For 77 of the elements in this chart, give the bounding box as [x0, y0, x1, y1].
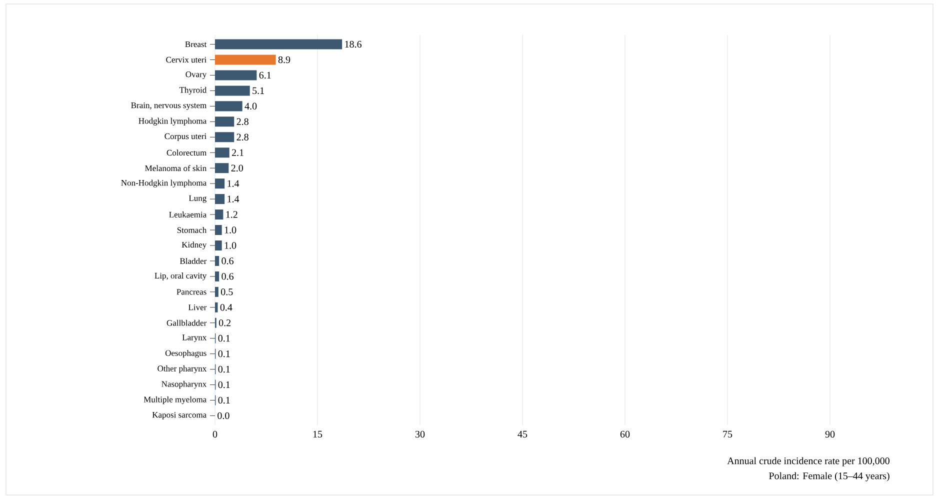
y-tick-label: Ovary: [186, 72, 207, 79]
x-tick-label: 0: [212, 430, 218, 438]
bar: [215, 240, 222, 250]
y-tick-label: Lip, oral cavity: [154, 272, 207, 280]
bar: [215, 54, 276, 65]
y-tick-label: Multiple myeloma: [144, 396, 207, 404]
bar: [215, 39, 342, 50]
x-tick-label: 30: [415, 430, 425, 438]
data-label: 1.2: [226, 211, 238, 218]
data-label: 8.9: [278, 56, 290, 64]
y-tick-label: Nasopharynx: [162, 380, 207, 389]
y-tick-label: Bladder: [180, 258, 207, 264]
data-label: 1.4: [228, 180, 240, 187]
data-label: 18.6: [345, 40, 362, 48]
bar: [215, 148, 230, 158]
bar: [215, 302, 218, 312]
bar: [215, 101, 242, 112]
data-label: 6.1: [259, 72, 271, 79]
data-label: 0.2: [218, 319, 231, 326]
data-label: 1.0: [224, 226, 236, 234]
bar: [215, 163, 229, 174]
bar: [215, 86, 250, 96]
bar: [215, 116, 234, 127]
y-tick-label: Cervix uteri: [166, 56, 206, 63]
data-label: 0.5: [220, 288, 233, 296]
data-label: 2.1: [232, 149, 244, 156]
data-label: 0.1: [218, 381, 230, 388]
data-label: 0.6: [222, 273, 234, 280]
y-tick-label: Kidney: [182, 242, 207, 250]
data-label: 1.0: [224, 242, 236, 249]
y-tick-label: Corpus uteri: [164, 133, 206, 141]
data-label: 0.1: [218, 396, 230, 404]
x-tick-label: 45: [518, 430, 528, 438]
y-tick-label: Colorectum: [166, 150, 207, 156]
y-tick-label: Pancreas: [176, 289, 206, 295]
x-tick-label: 60: [620, 430, 630, 438]
x-tick-label: 75: [723, 430, 732, 438]
y-tick-label: Stomach: [177, 227, 207, 233]
data-label: 5.1: [252, 87, 264, 94]
bar: [215, 271, 220, 282]
data-label: 0.6: [222, 258, 234, 264]
y-tick-label: Other pharynx: [158, 365, 207, 374]
text: Poland: Female (15–44 years): [769, 472, 890, 482]
data-label: 4.0: [244, 102, 257, 110]
bar: [215, 70, 257, 80]
y-tick-label: Oesophagus: [165, 350, 206, 358]
x-tick-label: 90: [825, 430, 835, 438]
y-tick-label: Kaposi sarcoma: [152, 412, 207, 420]
bar: [215, 178, 225, 189]
x-axis-title: Annual crude incidence rate per 100,000: [727, 457, 890, 466]
y-tick-label: Gallbladder: [166, 320, 207, 326]
bar: [215, 224, 222, 235]
data-label: 1.4: [228, 196, 240, 202]
y-tick-label: Thyroid: [179, 86, 207, 95]
y-tick-label: Liver: [188, 304, 207, 310]
data-label: 0.1: [218, 334, 230, 342]
data-label: 0.1: [218, 366, 230, 373]
bar: [215, 132, 234, 142]
y-tick-label: Brain, nervous system: [131, 102, 206, 110]
y-tick-label: Leukaemia: [169, 212, 207, 218]
y-tick-label: Melanoma of skin: [145, 165, 207, 172]
data-label: 2.8: [236, 134, 248, 141]
bar: [215, 256, 220, 266]
data-label: 0.0: [218, 412, 230, 420]
y-tick-label: Hodgkin lymphoma: [138, 118, 207, 126]
y-tick-label: Lung: [188, 195, 206, 203]
bar: [215, 286, 218, 297]
y-tick-label: Non-Hodgkin lymphoma: [121, 180, 207, 188]
data-label: 0.4: [220, 304, 232, 311]
data-label: 2.0: [231, 164, 243, 172]
bar: [215, 194, 225, 204]
data-label: 2.8: [236, 118, 248, 126]
data-label: 0.1: [218, 350, 230, 358]
y-tick-label: Breast: [185, 41, 207, 48]
y-tick-label: Larynx: [182, 334, 207, 342]
x-tick-label: 15: [313, 430, 322, 438]
bar: [215, 210, 224, 220]
